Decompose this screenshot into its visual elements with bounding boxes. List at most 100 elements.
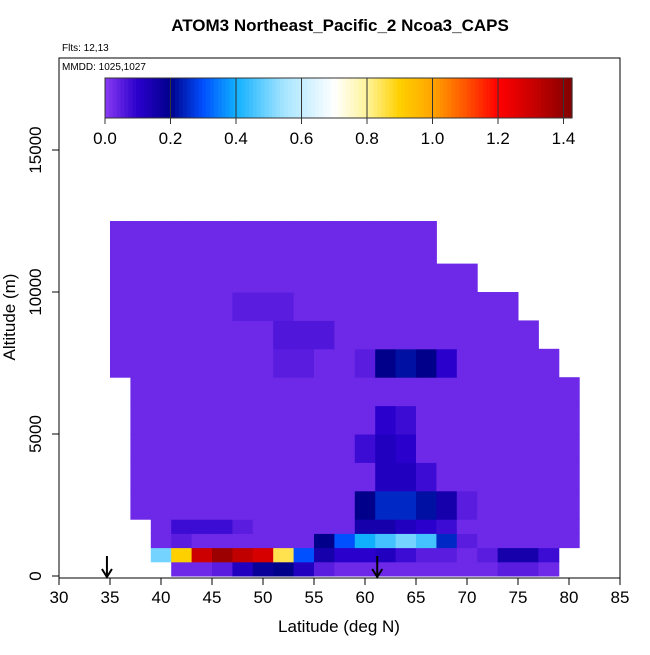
heatmap-cell — [212, 348, 233, 378]
heatmap-cell — [273, 547, 295, 563]
heatmap-cell — [354, 221, 376, 265]
colorbar-tick-label: 0.6 — [290, 129, 314, 148]
colorbar-segment — [350, 78, 355, 118]
heatmap-cell — [293, 547, 315, 563]
heatmap-cell — [334, 519, 356, 534]
colorbar-segment — [182, 78, 188, 118]
colorbar-segment — [112, 78, 118, 118]
colorbar-segment — [132, 78, 137, 118]
colorbar-segment — [291, 78, 297, 118]
heatmap-cell — [232, 547, 254, 563]
plot-frame — [58, 57, 621, 579]
colorbar-segment — [322, 78, 328, 118]
colorbar-tick-label: 1.2 — [486, 129, 510, 148]
heatmap-cell — [354, 320, 376, 350]
colorbar-segment — [548, 78, 554, 118]
heatmap-cell — [497, 405, 519, 435]
colorbar-tick-label: 0.8 — [355, 129, 379, 148]
heatmap-cell — [252, 434, 274, 463]
heatmap-cell — [293, 462, 315, 492]
heatmap-cell — [212, 533, 233, 549]
heatmap-cell — [395, 377, 417, 407]
heatmap-cell — [354, 462, 376, 492]
x-tick-label: 80 — [560, 588, 579, 607]
heatmap-cell — [314, 434, 335, 463]
heatmap-cell — [273, 519, 295, 534]
colorbar-segment — [198, 78, 203, 118]
heatmap-cell — [334, 561, 356, 577]
heatmap-cell — [456, 462, 478, 492]
colorbar-segment — [424, 78, 429, 118]
subtitle: Flts: 12,13 — [62, 43, 109, 54]
arrow-head — [371, 568, 384, 579]
heatmap-cell — [252, 348, 274, 378]
colorbar-segment — [194, 78, 199, 118]
colorbar-segment — [533, 78, 538, 118]
heatmap-cell — [150, 533, 172, 549]
heatmap-cell — [293, 490, 315, 520]
x-tick-label: 60 — [356, 588, 375, 607]
heatmap-cell — [273, 561, 295, 577]
heatmap-cell — [110, 292, 131, 321]
heatmap-cell — [354, 405, 376, 435]
colorbar-segment — [505, 78, 511, 118]
heatmap-cell — [232, 292, 254, 321]
y-axis-label: Altitude (m) — [0, 274, 19, 361]
heatmap-cell — [416, 533, 437, 549]
colorbar-segment — [455, 78, 460, 118]
heatmap-cell — [191, 547, 213, 563]
heatmap-cell — [212, 377, 233, 407]
heatmap-cell — [232, 462, 254, 492]
heatmap-cell — [477, 405, 499, 435]
colorbar-segment — [552, 78, 558, 118]
heatmap-cell — [538, 561, 560, 577]
heatmap-cell — [477, 533, 499, 549]
x-tick-label: 40 — [152, 588, 171, 607]
colorbar-segment — [431, 78, 437, 118]
heatmap-cell — [232, 377, 254, 407]
heatmap-cell — [456, 547, 478, 563]
x-tick-label: 85 — [611, 588, 630, 607]
heatmap-cell — [395, 547, 417, 563]
colorbar-segment — [459, 78, 464, 118]
heatmap-cell — [130, 263, 152, 293]
heatmap-cell — [395, 434, 417, 463]
colorbar-segment — [361, 78, 367, 118]
colorbar-segment — [451, 78, 456, 118]
heatmap-cell — [436, 462, 458, 492]
heatmap-cell — [150, 462, 172, 492]
heatmap-cell — [416, 292, 437, 321]
heatmap-cell — [395, 533, 417, 549]
heatmap-cell — [477, 320, 499, 350]
heatmap-cell — [497, 434, 519, 463]
heatmap-cell — [314, 263, 335, 293]
colorbar-segment — [385, 78, 390, 118]
heatmap-cell — [150, 405, 172, 435]
heatmap-cell — [334, 263, 356, 293]
colorbar-segment — [392, 78, 398, 118]
heatmap-cell — [497, 561, 519, 577]
colorbar-frame — [104, 77, 573, 119]
heatmap-cell — [334, 320, 356, 350]
heatmap-cell — [191, 221, 213, 265]
arrow-marker — [371, 556, 384, 579]
heatmap-cell — [538, 547, 560, 563]
heatmap-cell — [252, 519, 274, 534]
heatmap-cell — [212, 263, 233, 293]
heatmap-cell — [497, 462, 519, 492]
colorbar-segment — [307, 78, 312, 118]
colorbar-segment — [260, 78, 266, 118]
colorbar-segment — [377, 78, 382, 118]
heatmap-cell — [232, 490, 254, 520]
heatmap-cell — [334, 405, 356, 435]
y-tick-label: 15000 — [26, 126, 45, 173]
colorbar-segment — [498, 78, 503, 118]
heatmap-cell — [252, 221, 274, 265]
colorbar-segment — [202, 78, 207, 118]
heatmap-cell — [354, 263, 376, 293]
colorbar-segment — [466, 78, 472, 118]
heatmap-cell — [436, 561, 458, 577]
heatmap-cell — [150, 348, 172, 378]
heatmap-cell — [395, 519, 417, 534]
heatmap-cell — [518, 490, 539, 520]
